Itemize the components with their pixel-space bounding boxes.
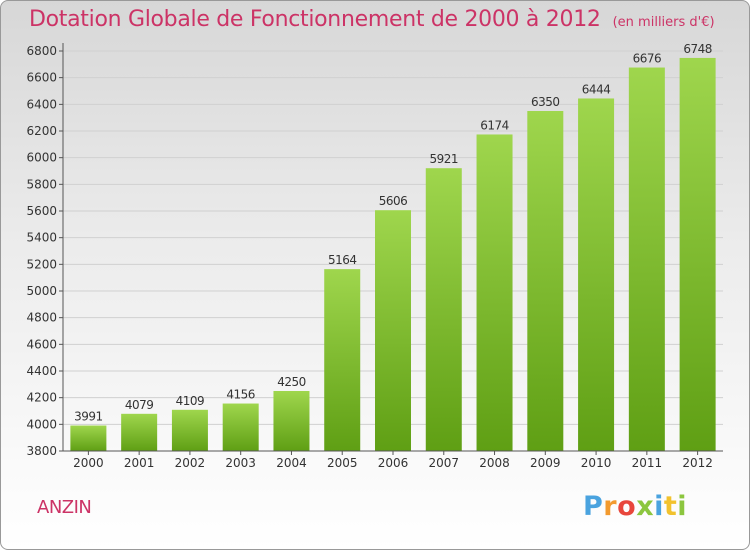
data-label: 5921 [429, 152, 458, 166]
bar-2003 [222, 403, 259, 451]
title-text: Dotation Globale de Fonctionnement de 20… [29, 7, 601, 32]
bar-2001 [121, 413, 158, 451]
x-tick-label: 2006 [378, 456, 409, 470]
data-label: 6748 [683, 42, 712, 56]
data-label: 6444 [582, 82, 611, 96]
y-tick-label: 5600 [26, 204, 57, 218]
y-tick-label: 6200 [26, 124, 57, 138]
bar-2005 [324, 269, 361, 451]
y-tick-label: 5800 [26, 177, 57, 191]
y-tick-label: 3800 [26, 444, 57, 458]
y-tick-label: 5200 [26, 257, 57, 271]
bar-2009 [527, 111, 564, 451]
proxiti-logo[interactable]: Proxiti [583, 491, 687, 522]
bar-2010 [578, 98, 615, 451]
x-tick-label: 2008 [479, 456, 510, 470]
y-tick-label: 4800 [26, 311, 57, 325]
y-tick-label: 4000 [26, 417, 57, 431]
data-label: 6350 [531, 95, 560, 109]
y-tick-label: 6600 [26, 71, 57, 85]
logo-letter: t [663, 491, 678, 522]
bar-2007 [425, 168, 462, 451]
x-tick-label: 2000 [73, 456, 104, 470]
unit-label: (en milliers d'€) [612, 15, 715, 30]
logo-letter: o [617, 491, 637, 522]
logo-letter: P [583, 491, 604, 522]
y-tick-label: 6400 [26, 97, 57, 111]
x-tick-label: 2005 [327, 456, 358, 470]
y-tick-label: 5000 [26, 284, 57, 298]
bar-2002 [171, 409, 208, 451]
y-tick-label: 4400 [26, 364, 57, 378]
data-label: 3991 [74, 410, 103, 424]
x-tick-label: 2007 [428, 456, 459, 470]
bar-2011 [628, 67, 665, 452]
data-label: 4250 [277, 375, 306, 389]
data-label: 6174 [480, 118, 509, 132]
bar-2000 [70, 425, 107, 451]
y-tick-label: 4600 [26, 337, 57, 351]
x-tick-label: 2009 [530, 456, 561, 470]
data-label: 4156 [226, 388, 255, 402]
logo-letter: i [654, 491, 664, 522]
x-tick-label: 2010 [581, 456, 612, 470]
bar-2004 [273, 391, 310, 451]
x-tick-label: 2003 [225, 456, 256, 470]
y-tick-label: 5400 [26, 231, 57, 245]
commune-name: ANZIN [37, 497, 92, 518]
x-tick-label: 2001 [124, 456, 155, 470]
data-label: 5164 [328, 253, 357, 267]
x-tick-label: 2011 [632, 456, 663, 470]
x-tick-label: 2002 [175, 456, 206, 470]
logo-letter: i [677, 491, 688, 522]
data-label: 6676 [633, 52, 662, 66]
y-tick-label: 4200 [26, 391, 57, 405]
bar-2012 [679, 57, 716, 451]
bar-2006 [375, 210, 411, 451]
y-tick-label: 6000 [26, 151, 57, 165]
data-label: 4079 [125, 398, 154, 412]
data-label: 5606 [379, 194, 408, 208]
logo-letter: r [603, 491, 618, 522]
chart-title: Dotation Globale de Fonctionnement de 20… [29, 7, 715, 32]
y-tick-label: 6800 [26, 44, 57, 58]
data-label: 4109 [176, 394, 205, 408]
x-tick-label: 2012 [682, 456, 713, 470]
logo-letter: x [636, 491, 655, 522]
bar-2008 [476, 134, 513, 451]
x-tick-label: 2004 [276, 456, 307, 470]
